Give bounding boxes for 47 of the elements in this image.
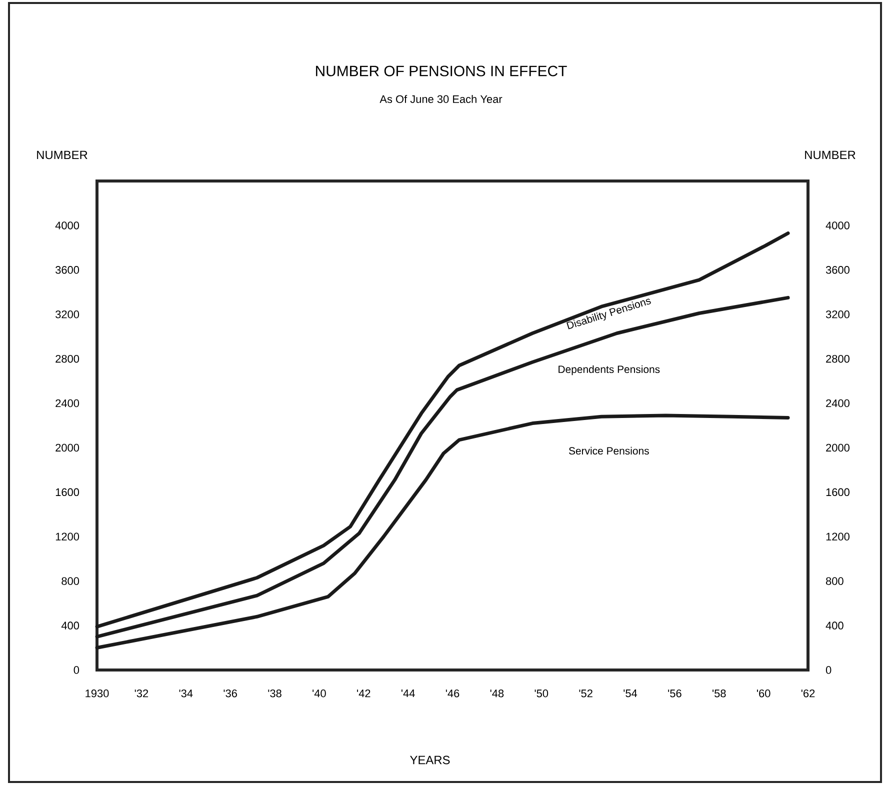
y2-tick-label: 0	[826, 666, 832, 674]
y2-tick-label: 1600	[826, 488, 850, 496]
text: Service Pensions	[568, 446, 649, 455]
x-tick-label: '36	[224, 690, 237, 698]
y2-tick-label: 2400	[826, 399, 850, 408]
x-tick-label: '52	[579, 690, 592, 698]
x-axis-title: YEARS	[410, 756, 450, 764]
x-tick-label: '58	[712, 690, 726, 698]
y2-tick-label: 800	[826, 577, 844, 585]
y-tick-label: 4000	[55, 222, 80, 230]
y-tick-label: 2400	[56, 399, 80, 408]
x-tick-label: '50	[534, 690, 548, 698]
y-tick-label: 3600	[56, 266, 80, 274]
x-tick-label: '42	[357, 690, 370, 698]
x-tick-label: '56	[668, 690, 682, 698]
chart-title: NUMBER OF PENSIONS IN EFFECT	[316, 66, 567, 76]
y2-axis-title: NUMBER	[805, 150, 856, 160]
text: Disability Pensions	[566, 298, 651, 330]
x-tick-label: '62	[801, 690, 815, 698]
y-tick-label: 0	[74, 666, 80, 674]
x-tick-label: '34	[179, 690, 193, 698]
y2-tick-label: 3600	[826, 266, 850, 274]
x-tick-label: '60	[756, 690, 770, 698]
y-tick-label: 800	[62, 577, 80, 585]
y-tick-label: 2800	[56, 354, 80, 363]
x-tick-label: 1930	[86, 690, 109, 698]
x-tick-label: '46	[446, 690, 460, 698]
x-tick-label: '44	[401, 690, 415, 698]
y2-tick-label: 2000	[826, 444, 850, 452]
y-tick-label: 1600	[56, 488, 80, 496]
y2-tick-label: 3200	[826, 310, 850, 318]
x-tick-label: '48	[490, 690, 504, 698]
series-label: Dependents Pensions	[558, 365, 660, 376]
y-tick-label: 400	[61, 622, 80, 630]
y-axis-title: NUMBER	[37, 150, 88, 160]
x-tick-label: '40	[312, 690, 326, 698]
y2-tick-label: 2800	[826, 354, 850, 363]
x-tick-label: '38	[268, 690, 282, 698]
y-tick-label: 3200	[56, 310, 80, 318]
y2-tick-label: 1200	[826, 532, 850, 541]
y2-tick-label: 400	[826, 622, 844, 630]
chart-subtitle: As Of June 30 Each Year	[380, 94, 502, 104]
x-tick-label: '54	[624, 690, 638, 698]
y2-tick-label: 4000	[826, 222, 850, 230]
y-tick-label: 2000	[56, 444, 80, 452]
x-tick-label: '32	[134, 690, 148, 698]
y-tick-label: 1200	[56, 532, 80, 541]
